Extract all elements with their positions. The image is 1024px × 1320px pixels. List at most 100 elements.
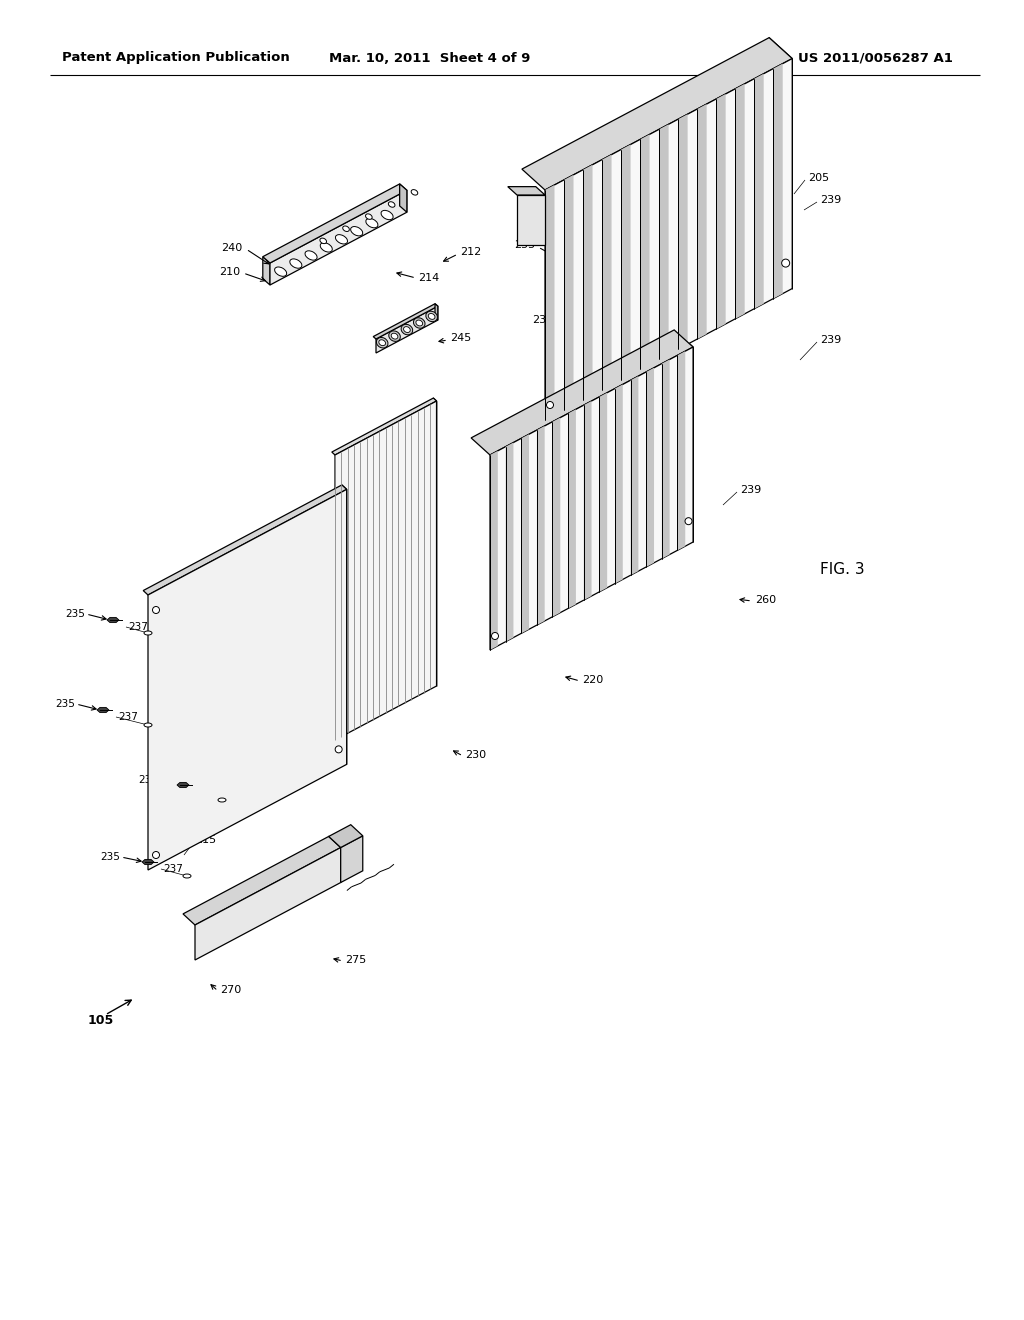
Text: US 2011/0056287 A1: US 2011/0056287 A1 — [798, 51, 952, 65]
Text: 239: 239 — [740, 484, 761, 495]
Polygon shape — [622, 144, 631, 380]
Ellipse shape — [274, 267, 287, 276]
Text: 205: 205 — [808, 173, 829, 183]
Polygon shape — [773, 63, 782, 298]
Ellipse shape — [144, 723, 152, 727]
Text: Mar. 10, 2011  Sheet 4 of 9: Mar. 10, 2011 Sheet 4 of 9 — [330, 51, 530, 65]
Text: 210: 210 — [219, 267, 240, 277]
Polygon shape — [342, 484, 347, 764]
Polygon shape — [490, 451, 498, 649]
Polygon shape — [521, 434, 529, 634]
Ellipse shape — [781, 259, 790, 267]
Text: 257: 257 — [547, 210, 568, 220]
Polygon shape — [433, 399, 436, 686]
Ellipse shape — [319, 238, 327, 244]
Polygon shape — [143, 484, 347, 595]
Text: 214: 214 — [418, 273, 439, 282]
Ellipse shape — [403, 326, 411, 333]
Text: 245: 245 — [450, 333, 471, 343]
Polygon shape — [769, 38, 793, 289]
Ellipse shape — [492, 632, 499, 639]
Polygon shape — [508, 186, 545, 195]
Polygon shape — [517, 195, 545, 246]
Polygon shape — [553, 417, 560, 616]
Polygon shape — [373, 304, 438, 339]
Polygon shape — [195, 847, 341, 960]
Text: 105: 105 — [88, 1014, 115, 1027]
Polygon shape — [376, 306, 438, 352]
Text: 212: 212 — [460, 247, 481, 257]
Ellipse shape — [321, 243, 333, 252]
Polygon shape — [263, 183, 407, 263]
Polygon shape — [678, 114, 688, 350]
Text: 235: 235 — [138, 775, 158, 785]
Polygon shape — [270, 190, 407, 285]
Polygon shape — [332, 399, 436, 455]
Polygon shape — [522, 38, 793, 190]
Text: 250: 250 — [610, 436, 631, 445]
Ellipse shape — [366, 214, 372, 219]
Polygon shape — [697, 104, 707, 339]
Text: 239: 239 — [820, 195, 842, 205]
Ellipse shape — [290, 259, 302, 268]
Polygon shape — [659, 124, 669, 359]
Polygon shape — [674, 330, 693, 543]
Ellipse shape — [377, 338, 388, 348]
Polygon shape — [537, 426, 545, 626]
Polygon shape — [399, 183, 407, 213]
Ellipse shape — [144, 631, 152, 635]
Text: 215: 215 — [195, 836, 216, 845]
Ellipse shape — [379, 339, 385, 346]
Polygon shape — [142, 859, 154, 865]
Text: 237: 237 — [163, 865, 183, 874]
Polygon shape — [640, 135, 649, 370]
Text: 235: 235 — [55, 700, 75, 709]
Ellipse shape — [547, 401, 554, 408]
Polygon shape — [263, 256, 270, 285]
Polygon shape — [678, 351, 685, 550]
Polygon shape — [329, 825, 362, 847]
Ellipse shape — [685, 517, 692, 524]
Polygon shape — [662, 359, 670, 558]
Polygon shape — [599, 393, 607, 591]
Ellipse shape — [343, 226, 349, 231]
Polygon shape — [106, 618, 119, 623]
Polygon shape — [646, 368, 654, 566]
Text: 220: 220 — [582, 675, 603, 685]
Ellipse shape — [401, 325, 413, 335]
Polygon shape — [97, 708, 109, 713]
Text: 255: 255 — [514, 240, 535, 249]
Polygon shape — [735, 84, 744, 319]
Polygon shape — [716, 94, 726, 329]
Ellipse shape — [381, 210, 393, 219]
Text: 235: 235 — [66, 609, 85, 619]
Polygon shape — [471, 330, 693, 455]
Ellipse shape — [153, 606, 160, 614]
Polygon shape — [490, 347, 693, 649]
Ellipse shape — [428, 313, 435, 319]
Text: 239: 239 — [531, 315, 553, 325]
Polygon shape — [545, 58, 793, 420]
Polygon shape — [568, 409, 575, 609]
Ellipse shape — [183, 874, 191, 878]
Polygon shape — [329, 837, 341, 883]
Polygon shape — [506, 442, 513, 642]
Ellipse shape — [389, 331, 400, 342]
Polygon shape — [615, 384, 623, 583]
Ellipse shape — [218, 799, 226, 803]
Ellipse shape — [305, 251, 317, 260]
Ellipse shape — [336, 235, 347, 244]
Text: 237: 237 — [197, 789, 217, 800]
Text: Patent Application Publication: Patent Application Publication — [62, 51, 290, 65]
Ellipse shape — [335, 746, 342, 752]
Text: 260: 260 — [755, 595, 776, 605]
Polygon shape — [341, 836, 362, 883]
Text: 275: 275 — [345, 954, 367, 965]
Polygon shape — [564, 174, 573, 411]
Polygon shape — [583, 165, 593, 400]
Ellipse shape — [366, 219, 378, 228]
Polygon shape — [148, 490, 347, 870]
Ellipse shape — [426, 312, 437, 322]
Ellipse shape — [414, 318, 425, 329]
Ellipse shape — [350, 227, 362, 236]
